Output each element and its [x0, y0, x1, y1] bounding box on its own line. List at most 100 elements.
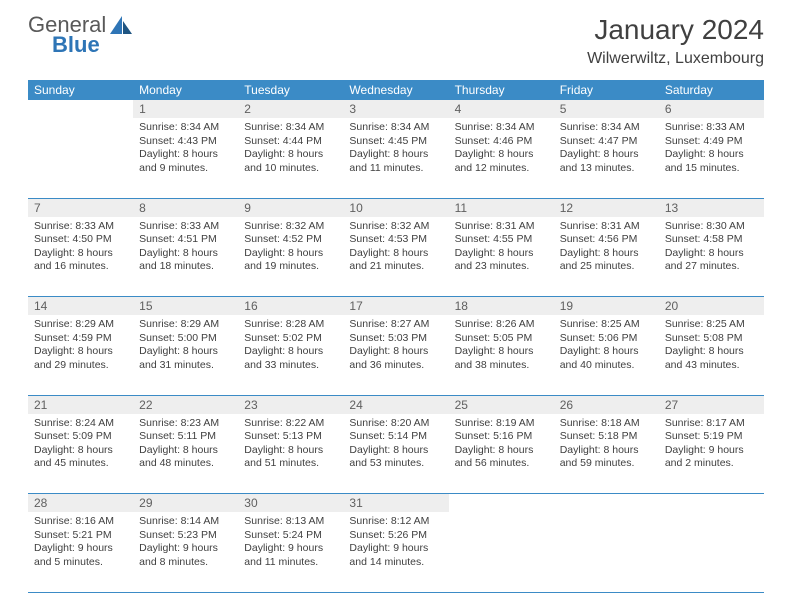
day-cell-body: Sunrise: 8:31 AMSunset: 4:55 PMDaylight:…	[449, 217, 554, 281]
week-row: Sunrise: 8:24 AMSunset: 5:09 PMDaylight:…	[28, 414, 764, 494]
day-cell: Sunrise: 8:33 AMSunset: 4:49 PMDaylight:…	[659, 118, 764, 198]
day-number: 18	[449, 297, 554, 316]
daylight-text: Daylight: 8 hours and 27 minutes.	[665, 247, 758, 274]
day-cell-body: Sunrise: 8:13 AMSunset: 5:24 PMDaylight:…	[238, 512, 343, 576]
sunset-text: Sunset: 4:55 PM	[455, 233, 548, 247]
day-cell: Sunrise: 8:25 AMSunset: 5:08 PMDaylight:…	[659, 315, 764, 395]
day-cell: Sunrise: 8:13 AMSunset: 5:24 PMDaylight:…	[238, 512, 343, 592]
day-cell: Sunrise: 8:33 AMSunset: 4:51 PMDaylight:…	[133, 217, 238, 297]
sunrise-text: Sunrise: 8:28 AM	[244, 318, 337, 332]
day-number: 8	[133, 198, 238, 217]
logo-line2: Blue	[52, 34, 106, 56]
day-cell: Sunrise: 8:19 AMSunset: 5:16 PMDaylight:…	[449, 414, 554, 494]
sunset-text: Sunset: 4:58 PM	[665, 233, 758, 247]
daylight-text: Daylight: 8 hours and 45 minutes.	[34, 444, 127, 471]
day-cell: Sunrise: 8:27 AMSunset: 5:03 PMDaylight:…	[343, 315, 448, 395]
daylight-text: Daylight: 8 hours and 9 minutes.	[139, 148, 232, 175]
day-cell: Sunrise: 8:34 AMSunset: 4:46 PMDaylight:…	[449, 118, 554, 198]
sunrise-text: Sunrise: 8:31 AM	[560, 220, 653, 234]
day-cell-body: Sunrise: 8:32 AMSunset: 4:52 PMDaylight:…	[238, 217, 343, 281]
sunset-text: Sunset: 5:21 PM	[34, 529, 127, 543]
day-cell: Sunrise: 8:18 AMSunset: 5:18 PMDaylight:…	[554, 414, 659, 494]
sunrise-text: Sunrise: 8:34 AM	[560, 121, 653, 135]
daylight-text: Daylight: 8 hours and 23 minutes.	[455, 247, 548, 274]
day-cell-body: Sunrise: 8:25 AMSunset: 5:08 PMDaylight:…	[659, 315, 764, 379]
day-cell-body: Sunrise: 8:33 AMSunset: 4:49 PMDaylight:…	[659, 118, 764, 182]
day-number: 15	[133, 297, 238, 316]
sunset-text: Sunset: 4:46 PM	[455, 135, 548, 149]
day-cell-body: Sunrise: 8:34 AMSunset: 4:45 PMDaylight:…	[343, 118, 448, 182]
sunrise-text: Sunrise: 8:29 AM	[34, 318, 127, 332]
sunset-text: Sunset: 5:14 PM	[349, 430, 442, 444]
daylight-text: Daylight: 9 hours and 2 minutes.	[665, 444, 758, 471]
day-number: 23	[238, 395, 343, 414]
sunset-text: Sunset: 4:59 PM	[34, 332, 127, 346]
day-cell: Sunrise: 8:33 AMSunset: 4:50 PMDaylight:…	[28, 217, 133, 297]
day-cell: Sunrise: 8:29 AMSunset: 5:00 PMDaylight:…	[133, 315, 238, 395]
day-cell-body: Sunrise: 8:25 AMSunset: 5:06 PMDaylight:…	[554, 315, 659, 379]
sunrise-text: Sunrise: 8:32 AM	[349, 220, 442, 234]
day-number: 25	[449, 395, 554, 414]
day-number: 24	[343, 395, 448, 414]
logo-text: General Blue	[28, 14, 106, 56]
sunrise-text: Sunrise: 8:24 AM	[34, 417, 127, 431]
day-cell: Sunrise: 8:34 AMSunset: 4:47 PMDaylight:…	[554, 118, 659, 198]
header: General Blue January 2024 Wilwerwiltz, L…	[0, 0, 792, 74]
daylight-text: Daylight: 9 hours and 5 minutes.	[34, 542, 127, 569]
day-cell-body: Sunrise: 8:18 AMSunset: 5:18 PMDaylight:…	[554, 414, 659, 478]
day-number: 6	[659, 100, 764, 118]
sunrise-text: Sunrise: 8:31 AM	[455, 220, 548, 234]
sunset-text: Sunset: 4:53 PM	[349, 233, 442, 247]
day-number: 3	[343, 100, 448, 118]
day-number: 31	[343, 494, 448, 513]
day-number: 10	[343, 198, 448, 217]
day-cell-body: Sunrise: 8:33 AMSunset: 4:51 PMDaylight:…	[133, 217, 238, 281]
sunrise-text: Sunrise: 8:19 AM	[455, 417, 548, 431]
sunset-text: Sunset: 5:09 PM	[34, 430, 127, 444]
day-cell: Sunrise: 8:17 AMSunset: 5:19 PMDaylight:…	[659, 414, 764, 494]
day-cell: Sunrise: 8:25 AMSunset: 5:06 PMDaylight:…	[554, 315, 659, 395]
daylight-text: Daylight: 8 hours and 40 minutes.	[560, 345, 653, 372]
sunset-text: Sunset: 5:23 PM	[139, 529, 232, 543]
daynum-row: 78910111213	[28, 198, 764, 217]
day-cell: Sunrise: 8:34 AMSunset: 4:45 PMDaylight:…	[343, 118, 448, 198]
dayhdr-wed: Wednesday	[343, 80, 448, 100]
day-number: 30	[238, 494, 343, 513]
sunrise-text: Sunrise: 8:33 AM	[139, 220, 232, 234]
day-cell: Sunrise: 8:12 AMSunset: 5:26 PMDaylight:…	[343, 512, 448, 592]
daylight-text: Daylight: 8 hours and 53 minutes.	[349, 444, 442, 471]
daylight-text: Daylight: 8 hours and 19 minutes.	[244, 247, 337, 274]
day-cell-body: Sunrise: 8:23 AMSunset: 5:11 PMDaylight:…	[133, 414, 238, 478]
daylight-text: Daylight: 8 hours and 10 minutes.	[244, 148, 337, 175]
sunrise-text: Sunrise: 8:23 AM	[139, 417, 232, 431]
daylight-text: Daylight: 8 hours and 51 minutes.	[244, 444, 337, 471]
day-cell: Sunrise: 8:20 AMSunset: 5:14 PMDaylight:…	[343, 414, 448, 494]
day-cell	[659, 512, 764, 592]
dayhdr-sun: Sunday	[28, 80, 133, 100]
sunrise-text: Sunrise: 8:12 AM	[349, 515, 442, 529]
day-number: 4	[449, 100, 554, 118]
day-cell: Sunrise: 8:26 AMSunset: 5:05 PMDaylight:…	[449, 315, 554, 395]
day-cell-body: Sunrise: 8:26 AMSunset: 5:05 PMDaylight:…	[449, 315, 554, 379]
daynum-row: 14151617181920	[28, 297, 764, 316]
sunset-text: Sunset: 5:05 PM	[455, 332, 548, 346]
day-cell-body: Sunrise: 8:12 AMSunset: 5:26 PMDaylight:…	[343, 512, 448, 576]
daynum-row: 28293031	[28, 494, 764, 513]
day-number: 11	[449, 198, 554, 217]
daylight-text: Daylight: 9 hours and 11 minutes.	[244, 542, 337, 569]
day-cell: Sunrise: 8:34 AMSunset: 4:43 PMDaylight:…	[133, 118, 238, 198]
logo: General Blue	[28, 14, 134, 56]
sunrise-text: Sunrise: 8:34 AM	[244, 121, 337, 135]
day-number: 21	[28, 395, 133, 414]
day-cell: Sunrise: 8:28 AMSunset: 5:02 PMDaylight:…	[238, 315, 343, 395]
day-number: 28	[28, 494, 133, 513]
day-number: 14	[28, 297, 133, 316]
day-cell-body: Sunrise: 8:34 AMSunset: 4:43 PMDaylight:…	[133, 118, 238, 182]
day-cell: Sunrise: 8:22 AMSunset: 5:13 PMDaylight:…	[238, 414, 343, 494]
dayhdr-thu: Thursday	[449, 80, 554, 100]
sunset-text: Sunset: 4:44 PM	[244, 135, 337, 149]
week-row: Sunrise: 8:33 AMSunset: 4:50 PMDaylight:…	[28, 217, 764, 297]
sunrise-text: Sunrise: 8:29 AM	[139, 318, 232, 332]
sunset-text: Sunset: 4:47 PM	[560, 135, 653, 149]
day-cell: Sunrise: 8:29 AMSunset: 4:59 PMDaylight:…	[28, 315, 133, 395]
